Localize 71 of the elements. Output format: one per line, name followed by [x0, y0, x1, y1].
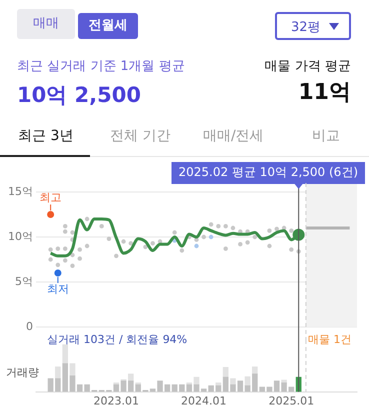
bar — [55, 366, 61, 379]
text: 32평 — [275, 12, 351, 40]
y-tick-label: 5억 — [15, 274, 33, 288]
annotation: 매물 1건 — [308, 332, 352, 347]
point — [54, 270, 62, 276]
bar — [222, 366, 229, 378]
y-tick-label: 10억 — [8, 230, 33, 243]
point — [208, 222, 214, 227]
point — [99, 224, 104, 228]
point — [84, 216, 90, 222]
point — [62, 224, 68, 228]
text: 전월세 — [78, 13, 138, 39]
ref-line-label: 2025.02 평균 10억 2,500 (6건) — [178, 165, 358, 180]
point — [121, 239, 126, 244]
point — [62, 246, 68, 251]
point — [62, 258, 68, 263]
point — [114, 254, 118, 258]
text: 최근 실거래 기준 1개월 평균 — [17, 58, 185, 75]
point — [223, 246, 228, 251]
point — [106, 236, 112, 241]
point — [48, 257, 53, 262]
bar — [244, 376, 250, 386]
point — [180, 248, 184, 253]
y-axis-title: 거래량 — [6, 366, 39, 379]
x-tick-label: 2023.01 — [94, 394, 139, 408]
text: 매물 가격 평균 — [264, 58, 351, 75]
point — [84, 244, 90, 248]
y-tick-label: 0 — [26, 320, 33, 333]
annotation: 실거래 103건 / 회전율 94% — [47, 332, 188, 347]
point — [267, 228, 272, 233]
point — [289, 247, 294, 252]
x-tick-label: 2024.01 — [181, 394, 227, 408]
point — [245, 240, 250, 245]
point — [216, 224, 221, 228]
point — [78, 247, 82, 252]
x-tick-label: 2025.01 — [268, 394, 314, 408]
point — [78, 256, 82, 261]
y-tick-label: 15억 — [8, 184, 33, 198]
point — [172, 230, 177, 235]
text: 전체 기간 — [110, 127, 170, 145]
point — [56, 262, 60, 268]
point — [47, 211, 54, 218]
text: 매매/전세 — [203, 127, 264, 145]
point — [274, 226, 279, 232]
point — [252, 234, 258, 240]
point — [62, 229, 68, 234]
point — [202, 234, 206, 240]
point — [289, 228, 294, 233]
annotation: 최저 — [46, 282, 69, 296]
point — [223, 224, 228, 228]
point — [70, 230, 75, 235]
bar — [62, 344, 68, 364]
bar — [281, 380, 287, 384]
annotation: 최고 — [40, 190, 62, 204]
text: 11억 — [298, 79, 351, 107]
point — [128, 241, 134, 246]
text: 10억 2,500 — [17, 82, 141, 109]
point — [56, 246, 60, 251]
point — [194, 244, 199, 248]
text: 매매 — [17, 9, 75, 39]
bar — [70, 363, 76, 376]
point — [208, 234, 214, 240]
point — [238, 242, 242, 246]
point — [48, 247, 53, 252]
point — [267, 244, 272, 248]
point — [230, 226, 236, 230]
bar — [230, 378, 236, 386]
point — [150, 241, 155, 246]
text: 최근 3년 — [18, 127, 74, 145]
point — [70, 264, 75, 268]
text: 비교 — [312, 127, 340, 145]
